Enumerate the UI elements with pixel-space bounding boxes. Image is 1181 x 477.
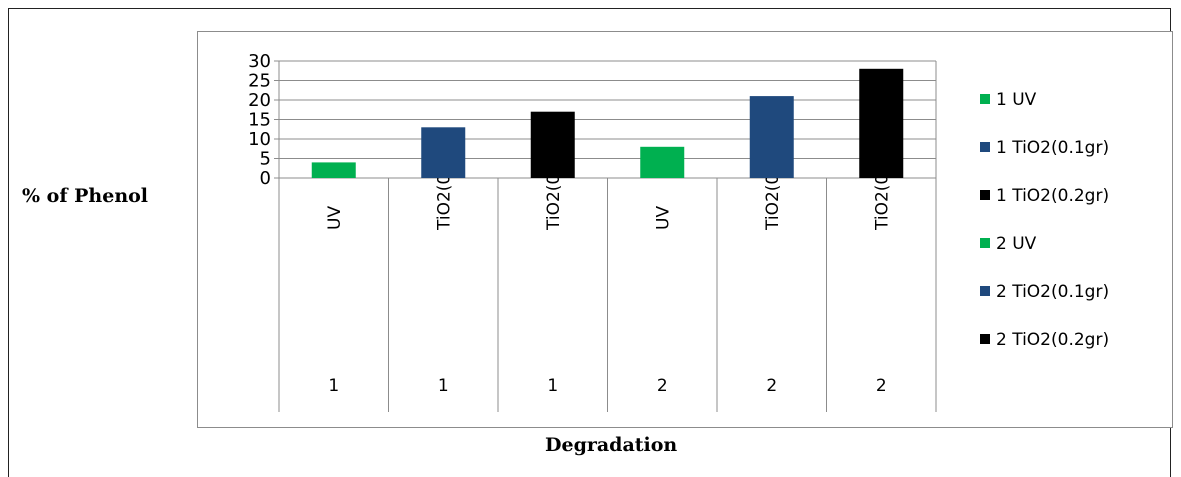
legend-label: 2 TiO2(0.1gr) [996,282,1110,302]
y-tick-label: 5 [260,149,271,170]
legend-swatch [980,94,990,104]
legend-item: 1 TiO2(0.1gr) [980,138,1109,158]
y-tick-label: 10 [248,129,271,150]
category-group-label: 1 [547,376,558,396]
legend-item: 2 UV [980,234,1036,254]
y-tick-label: 15 [248,110,271,131]
y-tick-label: 25 [248,71,271,92]
legend-item: 1 UV [980,90,1036,110]
legend-swatch [980,190,990,200]
bar [421,127,466,178]
legend-swatch [980,142,990,152]
x-axis-label: Degradation [545,434,678,456]
legend-swatch [980,238,990,248]
legend-label: 2 TiO2(0.2gr) [996,330,1110,350]
category-label: UV [653,206,673,230]
bar [859,68,904,178]
category-group-label: 1 [438,376,449,396]
category-group-label: 2 [766,376,777,396]
legend-label: 1 UV [996,90,1037,110]
bar [640,146,685,178]
legend-swatch [980,286,990,296]
legend-swatch [980,334,990,344]
legend-item: 2 TiO2(0.2gr) [980,330,1109,350]
bar [749,96,794,178]
legend-item: 1 TiO2(0.2gr) [980,186,1109,206]
legend-item: 2 TiO2(0.1gr) [980,282,1109,302]
legend-label: 1 TiO2(0.2gr) [996,186,1110,206]
legend-label: 2 UV [996,234,1037,254]
y-tick-label: 0 [260,168,271,189]
bar [311,162,356,178]
y-axis-label: % of Phenol [22,185,149,207]
y-tick-label: 30 [248,51,271,72]
legend-label: 1 TiO2(0.1gr) [996,138,1110,158]
category-group-label: 1 [328,376,339,396]
category-group-label: 2 [876,376,887,396]
bar [530,111,575,178]
chart-area [197,31,1173,428]
category-label: UV [325,206,345,230]
y-tick-label: 20 [248,90,271,111]
category-group-label: 2 [657,376,668,396]
